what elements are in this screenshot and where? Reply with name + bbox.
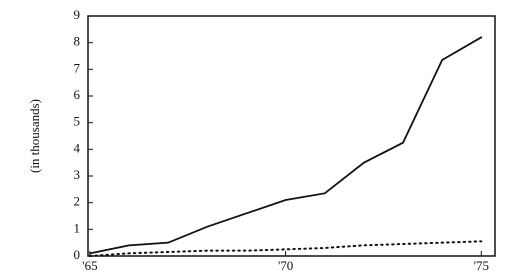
y-axis-label: (in thousands) <box>27 99 42 173</box>
y-tick-label: 2 <box>74 194 81 209</box>
y-tick-label: 6 <box>74 87 81 102</box>
x-tick-label: '70 <box>278 258 293 272</box>
line-series <box>89 36 483 255</box>
y-tick-label: 9 <box>74 7 81 22</box>
line-series <box>88 240 483 257</box>
y-tick-label: 3 <box>74 167 81 182</box>
x-tick-label: '65 <box>82 258 97 272</box>
y-tick-label: 4 <box>74 140 81 155</box>
y-tick-label: 8 <box>74 34 81 49</box>
y-tick-label: 7 <box>74 60 81 75</box>
plot-frame <box>87 15 496 257</box>
x-tick-label: '75 <box>474 258 489 272</box>
y-tick-label: 5 <box>74 114 81 129</box>
y-tick-label: 0 <box>74 247 81 262</box>
y-tick-label: 1 <box>74 220 81 235</box>
